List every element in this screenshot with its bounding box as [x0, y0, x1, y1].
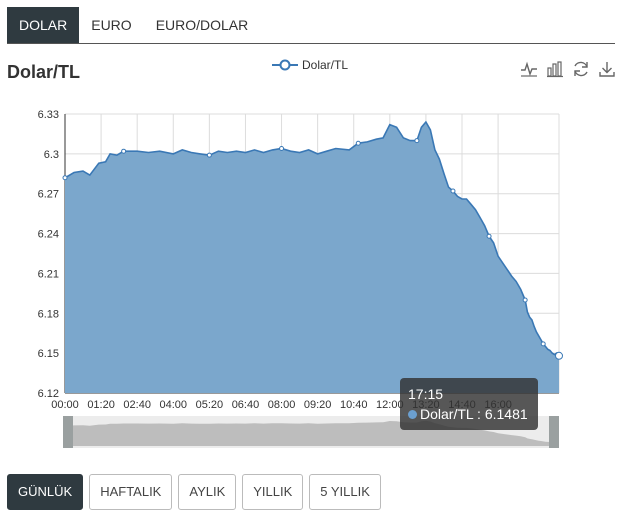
- data-point: [486, 233, 492, 239]
- data-point: [206, 152, 212, 158]
- data-point: [540, 341, 546, 347]
- y-tick-label: 6.33: [38, 109, 59, 121]
- period-weekly-button[interactable]: HAFTALIK: [89, 474, 173, 510]
- tooltip-series-dot-icon: [408, 410, 417, 419]
- period-monthly-button[interactable]: AYLIK: [178, 474, 237, 510]
- x-tick-label: 10:40: [340, 399, 368, 411]
- period-yearly-button[interactable]: YILLIK: [242, 474, 304, 510]
- data-point: [121, 148, 127, 154]
- tab-euro-dolar[interactable]: EURO/DOLAR: [155, 17, 249, 33]
- period-5yearly-button[interactable]: 5 YILLIK: [309, 474, 381, 510]
- dolar-tl-area-chart: 6.12 6.15 6.18 6.21 6.24 6.27 6.3 6.33 00:00 01:…: [38, 109, 563, 448]
- data-point: [450, 188, 456, 194]
- x-tick-label: 09:20: [304, 399, 332, 411]
- series-points: [62, 138, 563, 360]
- y-tick-label: 6.24: [38, 229, 59, 241]
- series-area-dolar-tl: [65, 122, 559, 393]
- y-tick-label: 6.21: [38, 268, 59, 280]
- tooltip-value: 6.1481: [484, 406, 528, 422]
- x-tick-label: 00:00: [51, 399, 79, 411]
- zoom-handle-right[interactable]: [549, 416, 559, 448]
- y-tick-label: 6.27: [38, 189, 59, 201]
- chart-toolbox: [520, 60, 616, 78]
- page-title: Dolar/TL: [7, 62, 81, 82]
- chart-tooltip: 17:15 Dolar/TL : 6.1481: [400, 378, 538, 430]
- tooltip-time: 17:15: [408, 386, 444, 402]
- x-tick-label: 05:20: [196, 399, 224, 411]
- x-tick-label: 06:40: [232, 399, 260, 411]
- data-point: [522, 297, 528, 303]
- zoom-handle-left[interactable]: [63, 416, 73, 448]
- y-tick-label: 6.12: [38, 388, 59, 400]
- data-point: [62, 175, 68, 181]
- period-daily-button[interactable]: GÜNLÜK: [7, 474, 84, 510]
- data-point: [414, 138, 420, 144]
- data-point: [279, 146, 285, 152]
- data-point: [555, 351, 563, 360]
- y-axis-labels: 6.12 6.15 6.18 6.21 6.24 6.27 6.3 6.33: [38, 109, 59, 400]
- legend-line-marker-icon: [272, 59, 298, 71]
- download-icon[interactable]: [598, 60, 616, 78]
- y-tick-label: 6.3: [44, 149, 59, 161]
- x-tick-label: 01:20: [87, 399, 115, 411]
- tab-euro[interactable]: EURO: [91, 17, 132, 33]
- tooltip-series-name: Dolar/TL: [420, 406, 474, 422]
- legend-label: Dolar/TL: [302, 58, 349, 72]
- x-tick-label: 08:00: [268, 399, 296, 411]
- series-line-dolar-tl: [64, 120, 560, 357]
- period-selector: GÜNLÜK HAFTALIK AYLIK YILLIK 5 YILLIK: [7, 474, 381, 510]
- x-tick-label: 12:00: [376, 399, 404, 411]
- y-tick-label: 6.18: [38, 308, 59, 320]
- currency-tabs: DOLAR EURO EURO/DOLAR: [7, 7, 615, 44]
- chart-legend[interactable]: Dolar/TL: [272, 58, 348, 72]
- refresh-icon[interactable]: [572, 60, 590, 78]
- data-point: [355, 140, 361, 146]
- x-tick-label: 04:00: [160, 399, 188, 411]
- bar-chart-icon[interactable]: [546, 60, 564, 78]
- x-tick-label: 02:40: [123, 399, 151, 411]
- tab-dolar[interactable]: DOLAR: [7, 7, 80, 43]
- y-tick-label: 6.15: [38, 348, 59, 360]
- line-chart-icon[interactable]: [520, 60, 538, 78]
